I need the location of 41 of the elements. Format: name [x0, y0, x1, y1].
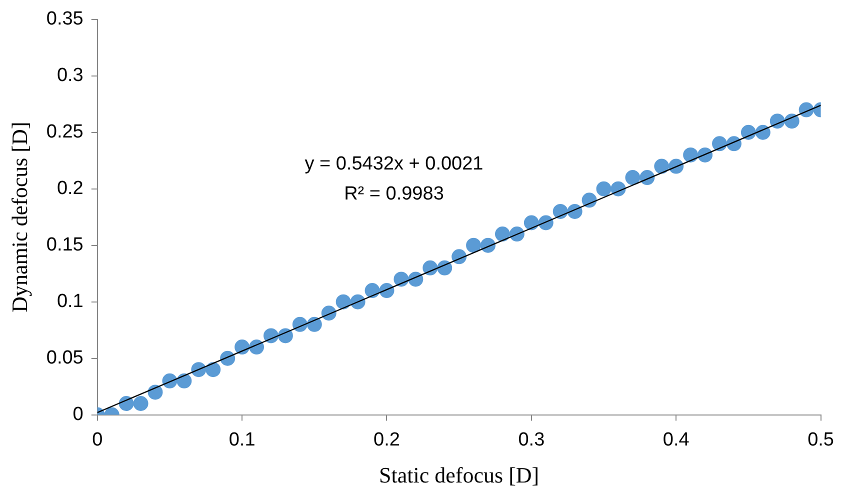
y-tick-label: 0.25 [46, 122, 84, 143]
x-tick-label: 0.2 [374, 429, 400, 450]
y-tick-label: 0.2 [56, 178, 84, 200]
point [552, 204, 568, 219]
point [336, 294, 351, 310]
point [148, 384, 163, 400]
point [582, 192, 597, 208]
point [422, 260, 438, 276]
y-tick-label: 0 [72, 404, 84, 426]
point [524, 215, 539, 230]
point [206, 362, 221, 378]
x-tick-label: 0 [92, 429, 103, 450]
point [784, 114, 800, 129]
y-tick-label: 0.05 [46, 348, 84, 369]
point [176, 373, 192, 388]
y-axis-title: Dynamic defocus [D] [6, 122, 32, 312]
x-tick-label: 0.5 [808, 429, 834, 450]
point [133, 396, 148, 412]
x-tick-label: 0.4 [662, 429, 690, 450]
y-tick-label: 0.35 [46, 8, 84, 30]
point [494, 226, 510, 242]
point [364, 283, 380, 298]
y-tick-label: 0.3 [56, 65, 84, 86]
point [596, 181, 612, 196]
point [306, 316, 322, 332]
y-tick-label: 0.15 [46, 234, 84, 256]
annotation: y = 0.5432x + 0.0021 [304, 154, 484, 175]
point [118, 396, 134, 412]
point [740, 124, 756, 140]
point [683, 147, 698, 162]
x-axis-title: Static defocus [D] [379, 462, 540, 488]
point [466, 238, 482, 253]
point [625, 170, 640, 186]
x-tick-label: 0.3 [518, 429, 545, 450]
x-tick-label: 0.1 [228, 429, 256, 450]
point [712, 136, 728, 152]
point [654, 158, 670, 174]
y-tick-label: 0.1 [56, 291, 84, 312]
point [394, 272, 409, 287]
annotation: R² = 0.9983 [344, 184, 444, 205]
point [234, 340, 250, 355]
